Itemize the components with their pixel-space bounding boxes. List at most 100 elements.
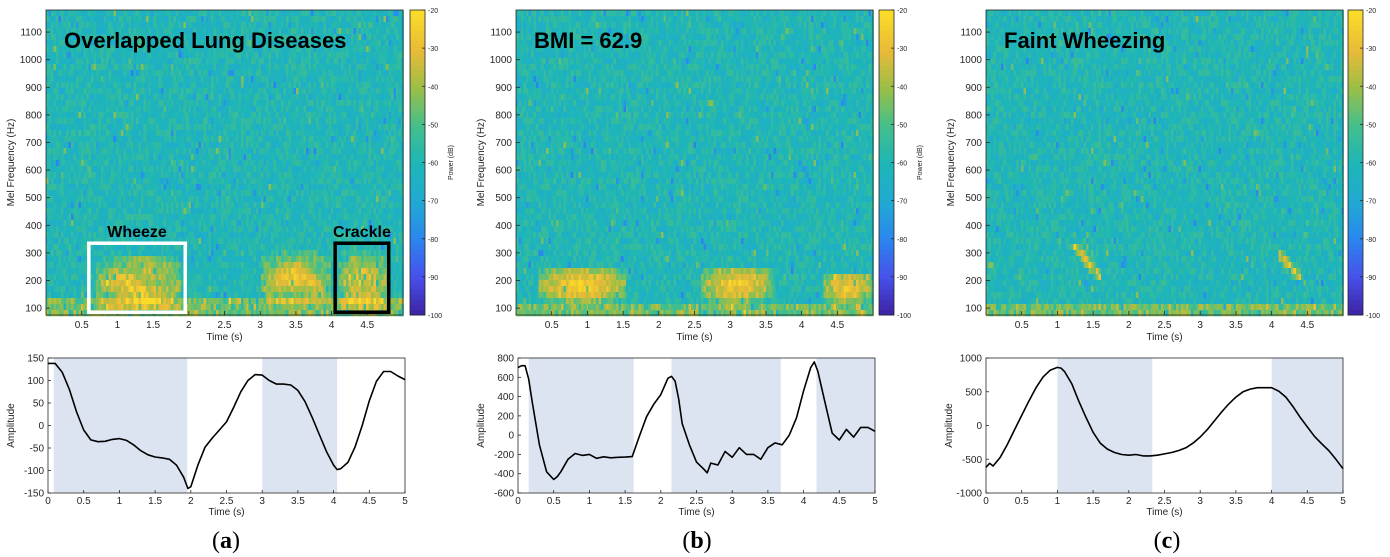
heatmap-cell: [141, 262, 144, 269]
heatmap-cell: [133, 124, 137, 131]
heatmap-cell: [278, 196, 282, 203]
heatmap-cell: [163, 298, 167, 305]
heatmap-cell: [181, 16, 184, 23]
heatmap-cell: [246, 34, 249, 41]
heatmap-cell: [146, 160, 149, 167]
heatmap-cell: [288, 148, 292, 155]
heatmap-cell: [211, 220, 214, 227]
heatmap-cell: [191, 16, 194, 23]
heatmap-cell: [256, 262, 259, 269]
heatmap-cell: [181, 190, 184, 197]
heatmap-cell: [211, 100, 214, 107]
heatmap-cell: [156, 292, 159, 299]
heatmap-cell: [261, 196, 264, 203]
heatmap-cell: [83, 154, 87, 161]
heatmap-cell: [71, 82, 74, 89]
heatmap-cell: [98, 202, 102, 209]
heatmap-cell: [61, 130, 64, 137]
heatmap-cell: [66, 94, 69, 101]
heatmap-cell: [241, 202, 244, 209]
heatmap-cell: [118, 298, 122, 305]
heatmap-cell: [83, 280, 87, 287]
heatmap-cell: [233, 34, 237, 41]
heatmap-cell: [173, 166, 177, 173]
heatmap-cell: [91, 220, 94, 227]
heatmap-cell: [203, 220, 207, 227]
heatmap-cell: [143, 28, 147, 35]
heatmap-cell: [121, 232, 124, 239]
heatmap-cell: [116, 250, 119, 257]
heatmap-cell: [276, 10, 279, 17]
heatmap-cell: [226, 34, 229, 41]
heatmap-cell: [118, 106, 122, 113]
heatmap-cell: [61, 76, 64, 83]
heatmap-cell: [91, 58, 94, 65]
heatmap-cell: [76, 70, 79, 77]
heatmap-cell: [161, 148, 164, 155]
heatmap-cell: [153, 238, 157, 245]
heatmap-cell: [133, 256, 137, 263]
heatmap-cell: [188, 214, 192, 221]
heatmap-cell: [118, 76, 122, 83]
heatmap-cell: [243, 232, 247, 239]
heatmap-cell: [218, 214, 222, 221]
heatmap-cell: [103, 178, 107, 185]
heatmap-cell: [218, 292, 222, 299]
heatmap-cell: [256, 22, 259, 29]
heatmap-cell: [286, 178, 289, 185]
heatmap-cell: [196, 262, 199, 269]
heatmap-cell: [213, 82, 217, 89]
heatmap-cell: [66, 16, 69, 23]
heatmap-cell: [126, 136, 129, 143]
heatmap-cell: [166, 244, 169, 251]
heatmap-cell: [158, 82, 162, 89]
heatmap-cell: [188, 88, 192, 95]
heatmap-cell: [286, 94, 289, 101]
heatmap-cell: [238, 136, 242, 143]
heatmap-cell: [208, 22, 212, 29]
heatmap-cell: [183, 58, 187, 65]
heatmap-cell: [151, 220, 154, 227]
heatmap-cell: [203, 40, 207, 47]
heatmap-cell: [168, 232, 172, 239]
heatmap-cell: [283, 160, 287, 167]
heatmap-cell: [128, 118, 132, 125]
heatmap-cell: [251, 220, 254, 227]
heatmap-cell: [123, 274, 127, 281]
heatmap-cell: [213, 286, 217, 293]
heatmap-cell: [256, 112, 259, 119]
heatmap-cell: [136, 142, 139, 149]
heatmap-cell: [128, 274, 132, 281]
heatmap-cell: [221, 244, 224, 251]
heatmap-cell: [248, 34, 252, 41]
heatmap-cell: [186, 136, 189, 143]
heatmap-cell: [116, 166, 119, 173]
heatmap-cell: [91, 208, 94, 215]
heatmap-cell: [63, 136, 67, 143]
heatmap-cell: [96, 22, 99, 29]
heatmap-cell: [133, 130, 137, 137]
heatmap-cell: [81, 172, 84, 179]
heatmap-cell: [288, 238, 292, 245]
heatmap-cell: [191, 262, 194, 269]
heatmap-cell: [161, 172, 164, 179]
heatmap-cell: [286, 238, 289, 245]
heatmap-cell: [148, 274, 152, 281]
heatmap-cell: [118, 286, 122, 293]
heatmap-cell: [71, 166, 74, 173]
heatmap-cell: [283, 214, 287, 221]
heatmap-cell: [91, 100, 94, 107]
heatmap-cell: [138, 268, 142, 275]
heatmap-cell: [161, 178, 164, 185]
heatmap-cell: [78, 46, 82, 53]
heatmap-cell: [136, 304, 139, 311]
heatmap-cell: [183, 136, 187, 143]
heatmap-cell: [146, 172, 149, 179]
heatmap-cell: [248, 112, 252, 119]
heatmap-cell: [258, 232, 262, 239]
heatmap-cell: [81, 184, 84, 191]
heatmap-cell: [238, 274, 242, 281]
heatmap-cell: [248, 286, 252, 293]
heatmap-cell: [53, 286, 57, 293]
heatmap-cell: [193, 106, 197, 113]
